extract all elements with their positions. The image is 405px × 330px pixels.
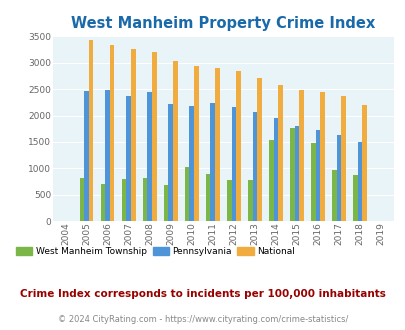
Bar bbox=[163, 185, 168, 221]
Bar bbox=[151, 52, 156, 221]
Bar bbox=[147, 92, 151, 221]
Bar bbox=[173, 61, 177, 221]
Bar bbox=[315, 130, 320, 221]
Bar bbox=[100, 184, 105, 221]
Bar bbox=[126, 96, 130, 221]
Text: © 2024 CityRating.com - https://www.cityrating.com/crime-statistics/: © 2024 CityRating.com - https://www.city… bbox=[58, 315, 347, 324]
Bar bbox=[273, 118, 277, 221]
Bar bbox=[210, 103, 215, 221]
Bar bbox=[142, 178, 147, 221]
Bar bbox=[231, 107, 236, 221]
Bar bbox=[84, 91, 89, 221]
Bar bbox=[256, 78, 261, 221]
Bar bbox=[294, 126, 298, 221]
Bar bbox=[89, 40, 93, 221]
Bar bbox=[247, 180, 252, 221]
Bar bbox=[110, 45, 114, 221]
Bar bbox=[79, 178, 84, 221]
Bar bbox=[189, 106, 194, 221]
Bar bbox=[269, 140, 273, 221]
Bar bbox=[331, 170, 336, 221]
Legend: West Manheim Township, Pennsylvania, National: West Manheim Township, Pennsylvania, Nat… bbox=[13, 243, 298, 259]
Bar bbox=[289, 128, 294, 221]
Bar bbox=[310, 144, 315, 221]
Bar bbox=[252, 112, 256, 221]
Text: Crime Index corresponds to incidents per 100,000 inhabitants: Crime Index corresponds to incidents per… bbox=[20, 289, 385, 299]
Bar bbox=[205, 174, 210, 221]
Bar bbox=[105, 90, 110, 221]
Bar bbox=[320, 92, 324, 221]
Bar bbox=[357, 143, 362, 221]
Bar bbox=[352, 176, 357, 221]
Bar bbox=[336, 135, 341, 221]
Bar bbox=[362, 105, 366, 221]
Bar bbox=[298, 90, 303, 221]
Bar bbox=[168, 104, 173, 221]
Bar bbox=[341, 96, 345, 221]
Bar bbox=[130, 49, 135, 221]
Bar bbox=[277, 85, 282, 221]
Bar bbox=[194, 66, 198, 221]
Title: West Manheim Property Crime Index: West Manheim Property Crime Index bbox=[71, 16, 375, 31]
Bar bbox=[215, 68, 219, 221]
Bar bbox=[122, 180, 126, 221]
Bar bbox=[226, 180, 231, 221]
Bar bbox=[236, 71, 240, 221]
Bar bbox=[184, 167, 189, 221]
